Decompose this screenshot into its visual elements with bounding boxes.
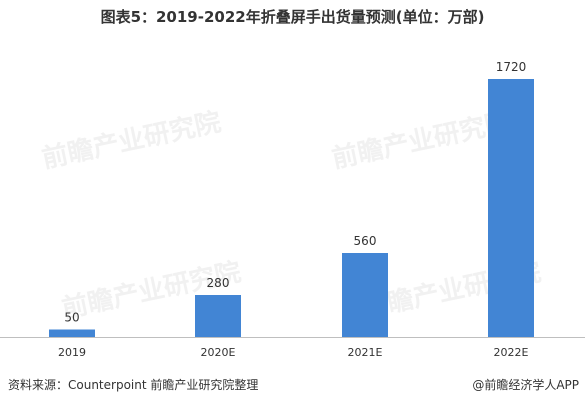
source-note: 资料来源：Counterpoint 前瞻产业研究院整理 bbox=[8, 378, 259, 392]
bar-2019 bbox=[49, 329, 95, 337]
data-label-2020E: 280 bbox=[207, 276, 230, 290]
x-tick-2019: 2019 bbox=[58, 346, 86, 359]
data-label-2021E: 560 bbox=[354, 234, 377, 248]
credit-note: @前瞻经济学人APP bbox=[472, 378, 579, 392]
bar-2021E bbox=[342, 253, 388, 337]
bar-chart: 50 2019 280 2020E 560 2021E 1720 2022E bbox=[0, 60, 585, 359]
bar-2022E bbox=[488, 79, 534, 337]
data-label-2022E: 1720 bbox=[496, 60, 527, 74]
x-tick-2022E: 2022E bbox=[494, 346, 529, 359]
footer: 资料来源：Counterpoint 前瞻产业研究院整理 @前瞻经济学人APP bbox=[0, 372, 585, 402]
x-tick-2020E: 2020E bbox=[201, 346, 236, 359]
data-label-2019: 50 bbox=[64, 311, 79, 325]
x-tick-2021E: 2021E bbox=[348, 346, 383, 359]
bar-2020E bbox=[195, 295, 241, 337]
chart-title: 图表5：2019-2022年折叠屏手出货量预测(单位：万部) bbox=[100, 8, 485, 26]
